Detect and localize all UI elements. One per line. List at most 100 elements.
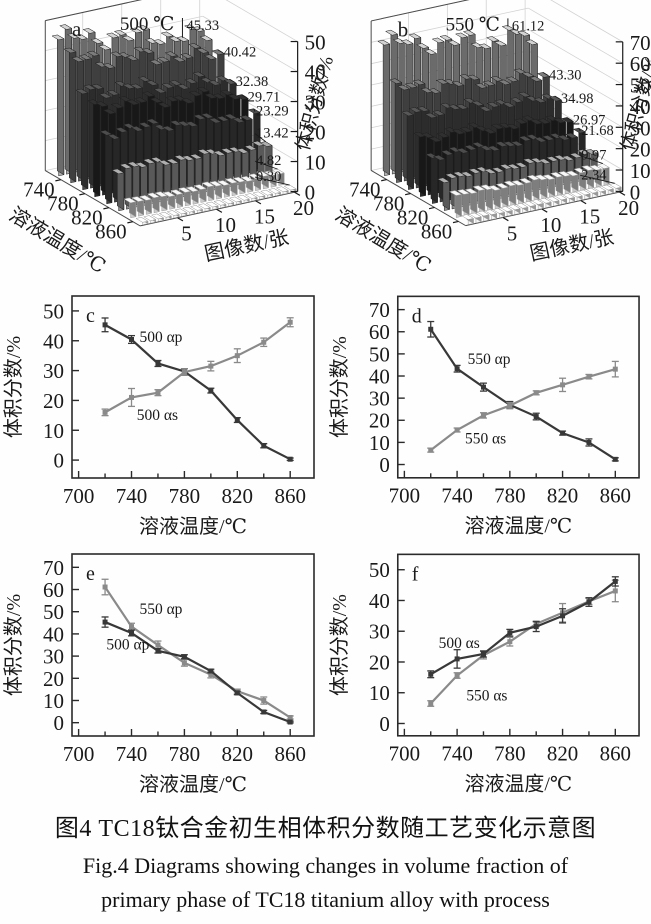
- series-label: 550 αs: [466, 687, 507, 704]
- svg-text:20: 20: [43, 667, 64, 691]
- y-axis-label: 体积分数/%: [2, 594, 25, 696]
- svg-text:740: 740: [441, 484, 472, 508]
- caption-chinese: 图4 TC18钛合金初生相体积分数随工艺变化示意图: [54, 816, 597, 842]
- frame: [370, 0, 623, 227]
- series-label: 550 αs: [465, 430, 506, 447]
- row-value-label: 0.30: [256, 169, 281, 185]
- row-value-label: 43.30: [549, 67, 581, 83]
- svg-text:740: 740: [23, 178, 55, 202]
- svg-text:740: 740: [116, 742, 148, 766]
- row-value-label: 45.33: [186, 18, 219, 34]
- svg-text:860: 860: [421, 219, 452, 243]
- svg-text:50: 50: [43, 600, 64, 624]
- series-label: 550 αp: [468, 351, 511, 368]
- axes: 700 740 780 820 860 0 10 20 30 40 50 溶液温度/℃ 体积分数/%: [328, 558, 631, 795]
- svg-text:60: 60: [43, 578, 64, 602]
- svg-text:820: 820: [71, 206, 103, 230]
- svg-text:820: 820: [547, 742, 578, 766]
- svg-text:10: 10: [540, 213, 561, 237]
- svg-text:20: 20: [618, 196, 639, 220]
- svg-text:780: 780: [373, 191, 404, 215]
- panel-c-line-chart: 700 740 780 820 860 0 10 20 30 40 50 溶液温度/℃ 体积分数/% c 5…: [2, 295, 315, 538]
- svg-text:40: 40: [305, 61, 326, 85]
- svg-text:20: 20: [293, 196, 314, 220]
- row-value-label: 26.97: [573, 112, 605, 128]
- series-500-αs: [427, 576, 619, 679]
- svg-text:0: 0: [305, 181, 316, 205]
- svg-text:700: 700: [63, 742, 95, 766]
- row-value-label: 32.38: [236, 74, 269, 90]
- series-500-αs: [101, 317, 294, 417]
- svg-text:860: 860: [274, 484, 306, 508]
- svg-text:780: 780: [169, 742, 201, 766]
- row-value-label: 29.71: [248, 90, 281, 106]
- figure-caption: 图4 TC18钛合金初生相体积分数随工艺变化示意图 Fig.4 Diagrams…: [0, 798, 651, 913]
- panel-letter: e: [86, 563, 95, 585]
- plot-frame: [71, 553, 315, 737]
- bar-row-820: [111, 140, 273, 212]
- panel-letter: d: [412, 305, 422, 327]
- svg-text:10: 10: [305, 151, 326, 175]
- caption-english-line2: primary phase of TC18 titanium alloy wit…: [101, 887, 550, 912]
- svg-text:10: 10: [215, 213, 236, 237]
- svg-text:20: 20: [630, 138, 651, 162]
- svg-text:50: 50: [630, 74, 651, 98]
- bar-row-860: [460, 182, 622, 225]
- svg-text:70: 70: [630, 31, 651, 55]
- svg-text:30: 30: [369, 620, 390, 644]
- svg-text:10: 10: [369, 681, 390, 705]
- svg-text:60: 60: [369, 320, 390, 344]
- bar-row-840: [123, 168, 285, 219]
- svg-text:50: 50: [369, 342, 390, 366]
- plot-frame: [71, 295, 315, 479]
- frame: [44, 0, 298, 227]
- axes: 700 740 780 820 860 0 10 20 30 40 50 溶液温度/℃ 体积分数/%: [2, 299, 306, 538]
- svg-text:70: 70: [43, 556, 64, 580]
- svg-text:740: 740: [116, 484, 148, 508]
- series-label: 550 αp: [139, 601, 182, 618]
- svg-text:30: 30: [305, 91, 326, 115]
- row-value-label: 61.12: [512, 18, 544, 34]
- row-value-label: 34.98: [561, 91, 593, 107]
- svg-text:30: 30: [630, 116, 651, 140]
- panel-f-content: 700 740 780 820 860 0 10 20 30 40 50 溶液温度/℃ 体积分数/% f 5…: [328, 553, 640, 796]
- svg-text:10: 10: [43, 689, 64, 713]
- x-axis-label: 溶液温度/℃: [465, 773, 573, 796]
- series-500-αp: [101, 317, 294, 462]
- svg-text:700: 700: [389, 742, 420, 766]
- plot-frame: [396, 553, 640, 737]
- series-label: 500 αp: [139, 329, 182, 346]
- chart-title: 500 ℃: [120, 14, 175, 35]
- y-axis-label: 体积分数/%: [2, 336, 25, 438]
- svg-text:20: 20: [305, 121, 326, 145]
- svg-text:20: 20: [369, 409, 390, 433]
- panel-f-line-chart: 700 740 780 820 860 0 10 20 30 40 50 溶液温度/℃ 体积分数/% f 5…: [328, 553, 640, 796]
- panel-c-content: 700 740 780 820 860 0 10 20 30 40 50 溶液温度/℃ 体积分数/% c 5…: [2, 295, 315, 538]
- svg-text:30: 30: [369, 387, 390, 411]
- y-axis-label: 体积分数/%: [328, 336, 351, 438]
- plot-frame: [396, 295, 640, 479]
- svg-text:860: 860: [600, 484, 631, 508]
- svg-text:50: 50: [43, 299, 64, 323]
- x-axis-label: 溶液温度/℃: [465, 515, 573, 538]
- panel-letter: a: [72, 17, 82, 41]
- svg-text:860: 860: [274, 742, 306, 766]
- bar-row-840: [448, 163, 610, 218]
- panel-letter: c: [86, 305, 95, 327]
- svg-text:780: 780: [169, 484, 201, 508]
- svg-text:820: 820: [222, 484, 254, 508]
- svg-text:700: 700: [389, 484, 420, 508]
- svg-text:30: 30: [43, 359, 64, 383]
- svg-text:40: 40: [630, 95, 651, 119]
- svg-text:820: 820: [222, 742, 254, 766]
